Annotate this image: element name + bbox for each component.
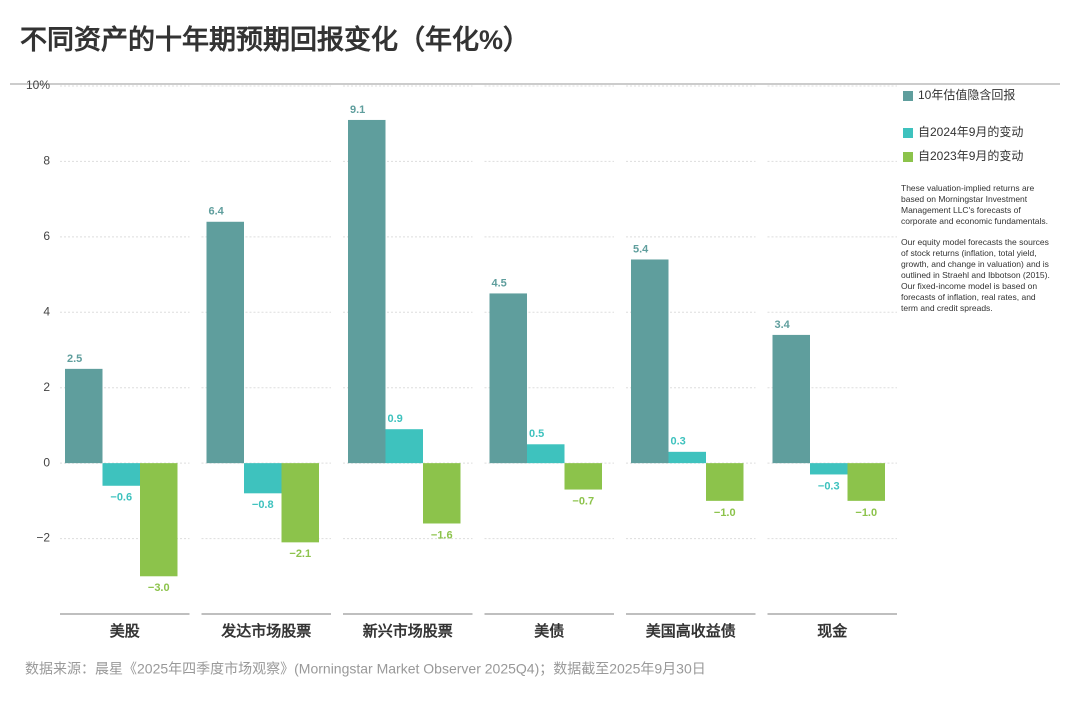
- value-label: −1.6: [431, 529, 453, 541]
- legend-swatch: [903, 128, 913, 138]
- bar: [140, 463, 178, 577]
- value-label: −0.8: [252, 499, 274, 511]
- value-label: −2.1: [289, 548, 311, 560]
- x-tick-label: 发达市场股票: [220, 622, 311, 640]
- legend-label: 自2023年9月的变动: [918, 148, 1023, 163]
- y-tick-label: 6: [43, 229, 50, 243]
- legend-label: 10年估值隐含回报: [918, 87, 1015, 102]
- value-label: 0.9: [388, 413, 403, 425]
- note: These valuation-implied returns are base…: [901, 183, 1048, 226]
- bar: [489, 293, 527, 464]
- bar: [423, 463, 461, 524]
- bar: [668, 451, 706, 464]
- bar: [244, 463, 282, 494]
- bar: [631, 259, 669, 464]
- y-tick-label: 10%: [26, 78, 50, 92]
- value-label: −1.0: [714, 507, 736, 519]
- value-label: 2.5: [67, 353, 82, 365]
- bar: [385, 429, 423, 464]
- x-tick-label: 美债: [534, 622, 564, 640]
- x-tick-label: 美股: [110, 622, 141, 640]
- value-label: −1.0: [855, 507, 877, 519]
- legend-label: 自2024年9月的变动: [918, 124, 1023, 139]
- bar: [847, 463, 885, 501]
- value-label: −0.3: [818, 480, 840, 492]
- bar: [102, 463, 140, 486]
- value-label: 9.1: [350, 104, 365, 116]
- bar: [564, 463, 602, 490]
- bar: [206, 221, 244, 464]
- y-tick-label: 0: [43, 455, 50, 469]
- notes: These valuation-implied returns are base…: [901, 183, 1051, 324]
- chart-title: 不同资产的十年期预期回报变化（年化%）: [20, 24, 530, 55]
- y-tick-label: 4: [43, 304, 50, 318]
- note: Our equity model forecasts the sources o…: [901, 237, 1050, 313]
- source: 数据来源：晨星《2025年四季度市场观察》(Morningstar Market…: [25, 661, 706, 678]
- bar: [810, 463, 848, 475]
- bar: [527, 444, 565, 464]
- value-label: −0.7: [572, 495, 594, 507]
- x-tick-label: 美国高收益债: [646, 622, 736, 640]
- value-label: −3.0: [148, 582, 170, 594]
- value-label: 0.3: [671, 436, 686, 448]
- bar: [772, 334, 810, 464]
- bar: [706, 463, 744, 501]
- bar: [65, 368, 103, 464]
- legend-swatch: [903, 152, 913, 162]
- value-label: 4.5: [492, 277, 507, 289]
- legend-swatch: [903, 91, 913, 101]
- x-tick-label: 新兴市场股票: [363, 622, 453, 640]
- value-label: 6.4: [209, 206, 225, 218]
- x-tick-label: 现金: [817, 622, 848, 640]
- value-label: −0.6: [110, 492, 132, 504]
- y-tick-label: −2: [36, 531, 50, 545]
- value-label: 3.4: [775, 319, 791, 331]
- bar: [348, 119, 386, 464]
- y-tick-label: 2: [43, 380, 50, 394]
- bar: [281, 463, 319, 543]
- y-tick-label: 8: [43, 154, 50, 168]
- value-label: 5.4: [633, 243, 649, 255]
- value-label: 0.5: [529, 428, 544, 440]
